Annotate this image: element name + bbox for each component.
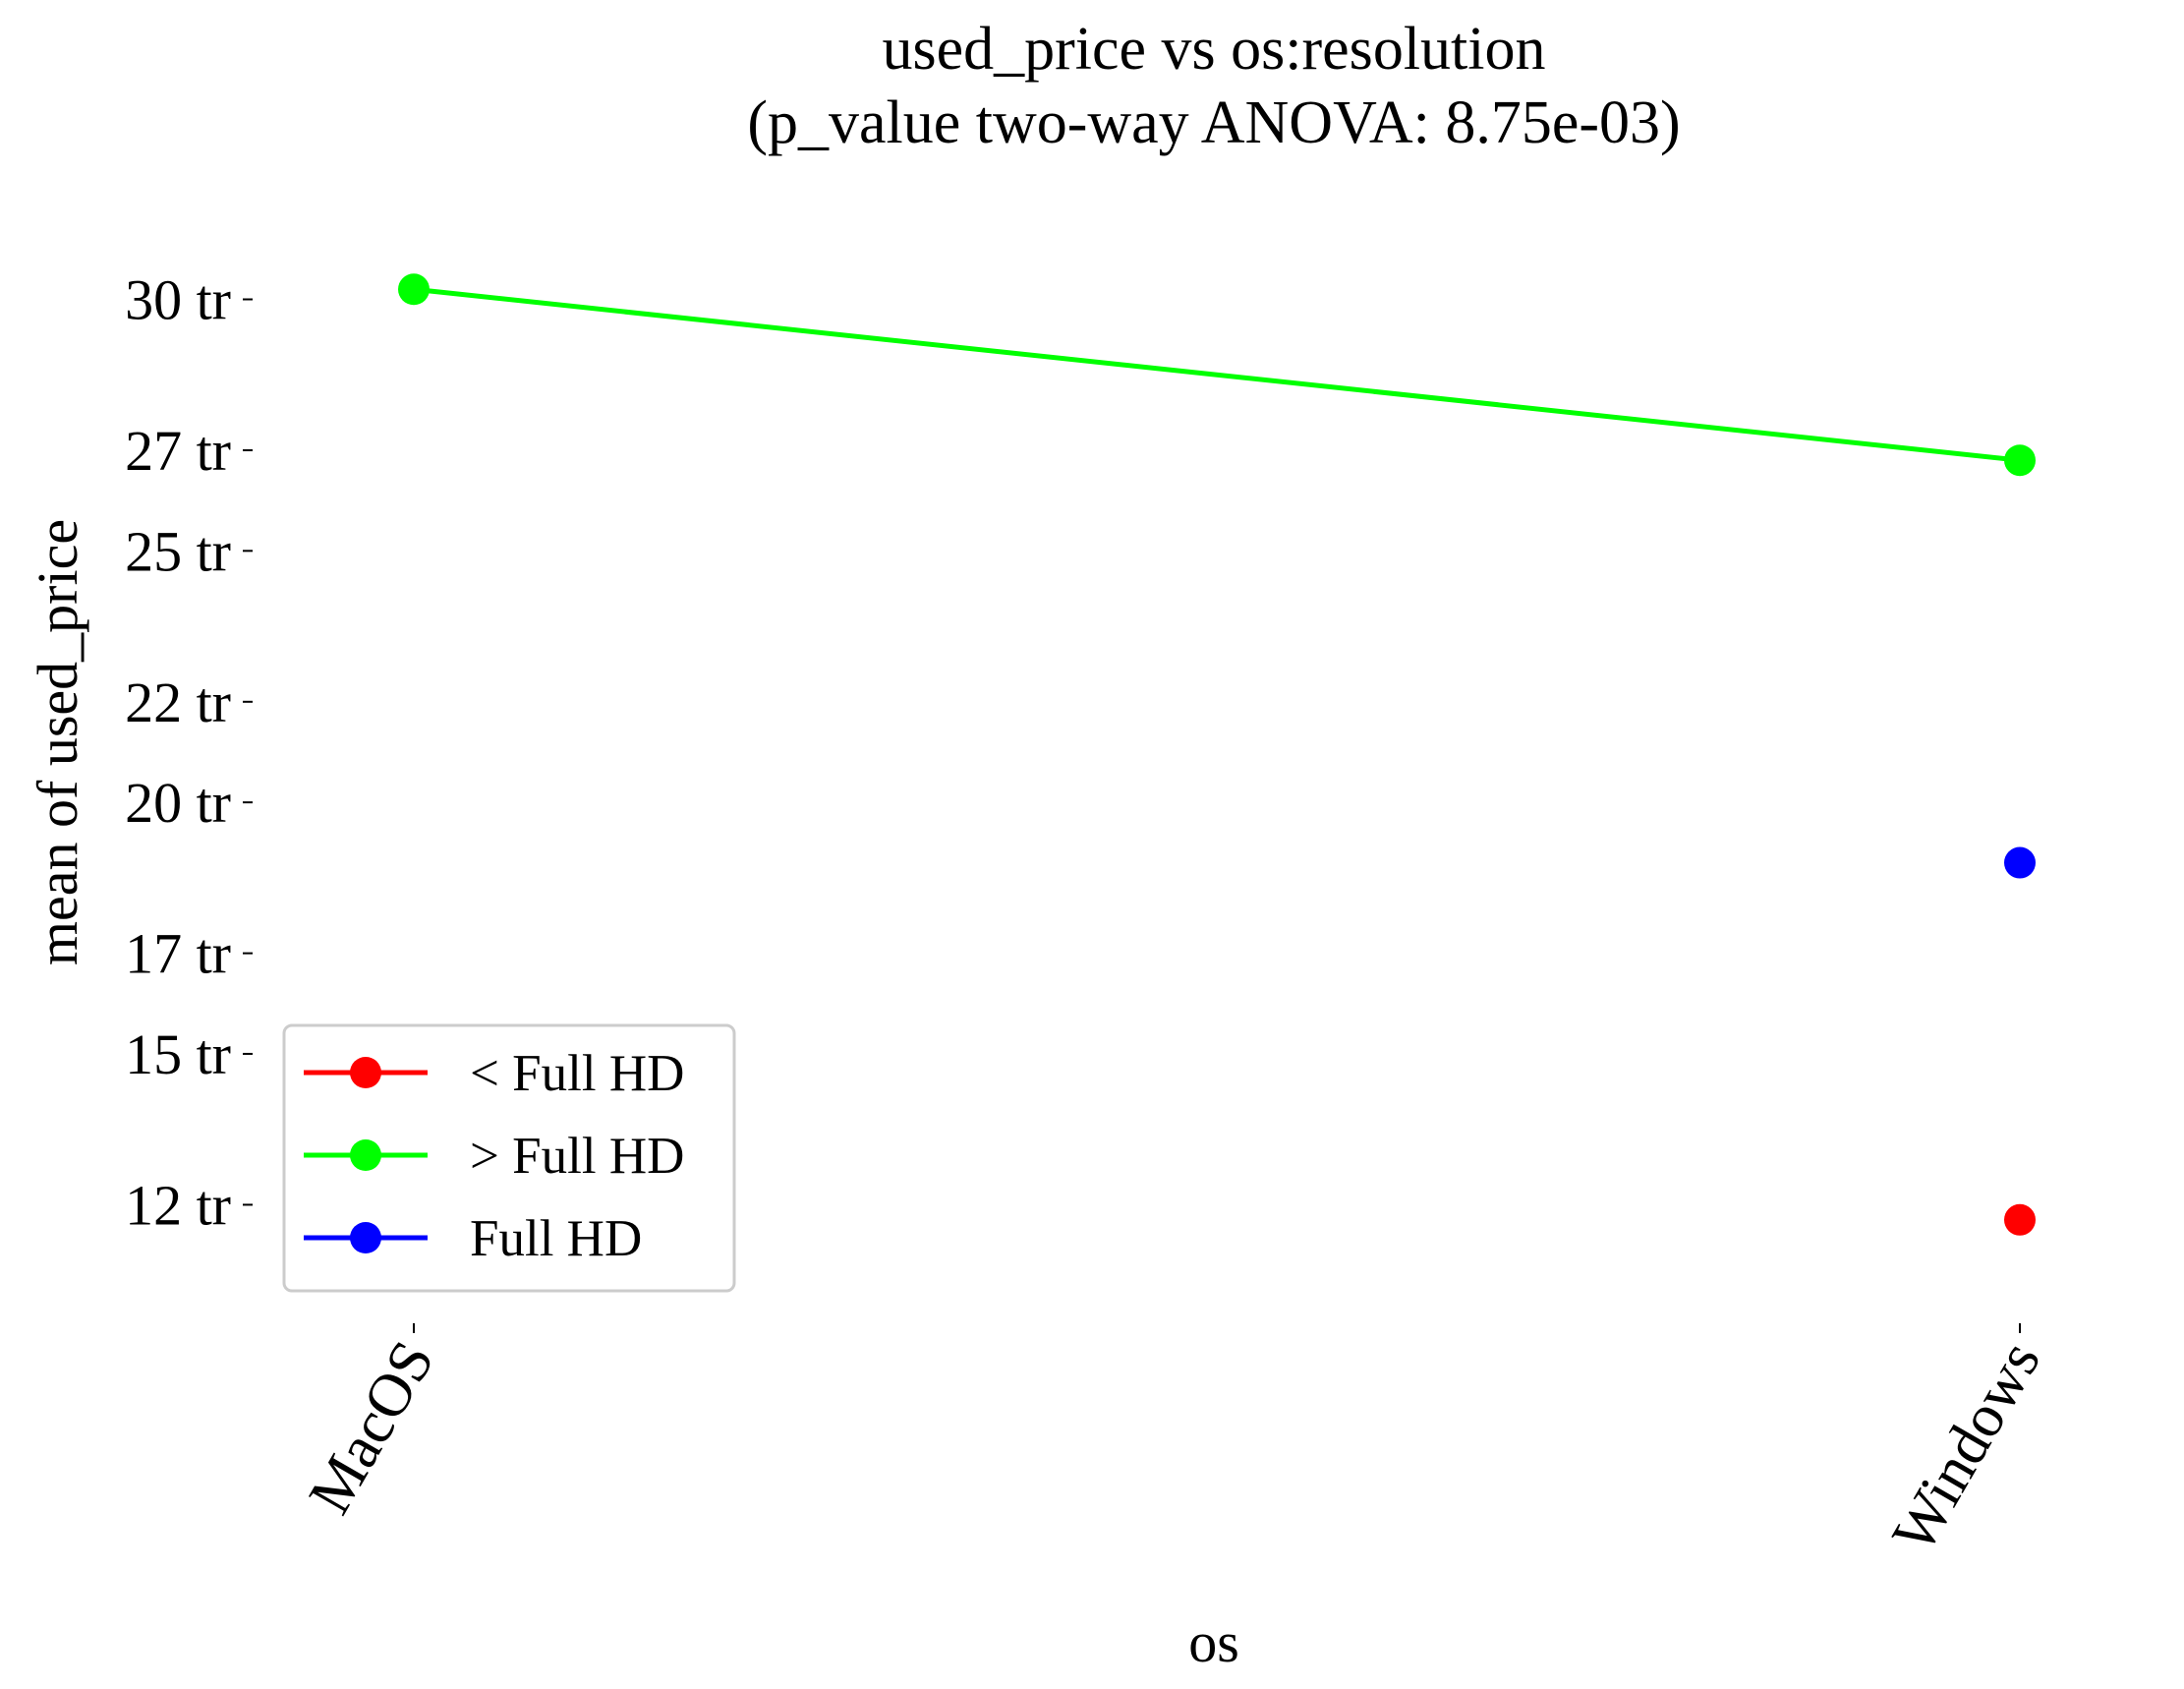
- y-axis: 30 tr 27 tr 25 tr 22 tr 20 tr 17 tr 15 tr 12 tr: [125, 268, 253, 1237]
- y-tick-label: 17 tr: [125, 922, 231, 986]
- x-axis-label: os: [1188, 1610, 1239, 1674]
- y-axis-label: mean of used_price: [26, 519, 89, 965]
- legend-label: > Full HD: [470, 1128, 684, 1185]
- chart-subtitle: (p_value two-way ANOVA: 8.75e-03): [747, 89, 1680, 156]
- legend-marker: [350, 1139, 381, 1171]
- legend: < Full HD > Full HD Full HD: [282, 1023, 736, 1293]
- y-tick-label: 27 tr: [125, 419, 231, 483]
- y-tick-label: 25 tr: [125, 519, 231, 583]
- legend-label: < Full HD: [470, 1045, 684, 1102]
- chart-title: used_price vs os:resolution: [882, 16, 1545, 83]
- y-tick-label: 15 tr: [125, 1022, 231, 1086]
- y-tick-label: 30 tr: [125, 268, 231, 332]
- series-layer: [398, 273, 2036, 1236]
- legend-marker: [350, 1057, 381, 1088]
- legend-frame: [282, 1023, 736, 1293]
- legend-marker: [350, 1222, 381, 1253]
- data-point: [2004, 444, 2036, 477]
- series-line: [413, 286, 2021, 463]
- data-point: [398, 273, 430, 306]
- legend-label: Full HD: [470, 1210, 642, 1267]
- y-tick-label: 20 tr: [125, 771, 231, 835]
- data-point: [2004, 1203, 2036, 1236]
- y-tick-label: 22 tr: [125, 670, 231, 734]
- data-point: [2004, 846, 2036, 879]
- y-tick-label: 12 tr: [125, 1173, 231, 1237]
